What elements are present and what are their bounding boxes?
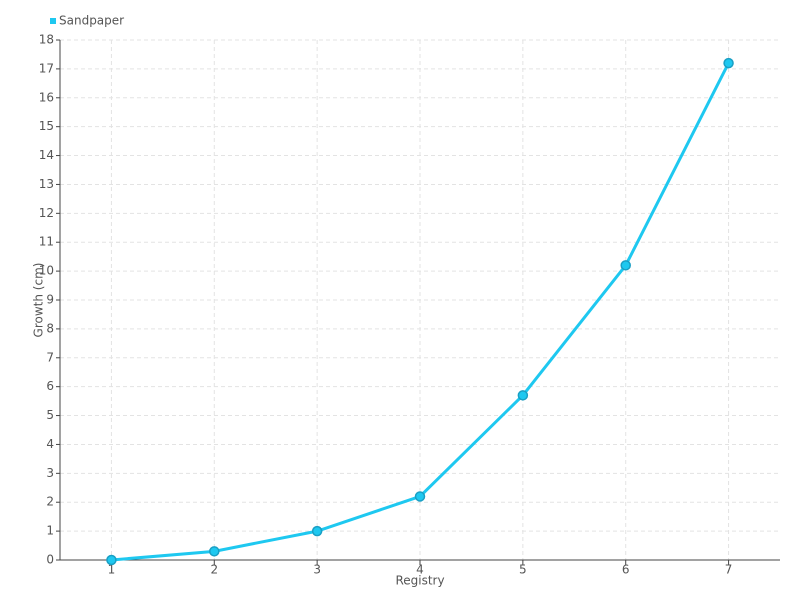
data-point: [106, 554, 117, 566]
x-tick-label: 2: [210, 563, 218, 577]
y-tick-label: 5: [46, 408, 54, 422]
y-tick-label: 18: [39, 33, 54, 47]
y-tick-label: 16: [39, 90, 54, 104]
legend-swatch: [50, 18, 56, 24]
data-point: [517, 390, 529, 401]
x-tick-label: 6: [622, 563, 630, 577]
y-tick-label: 0: [46, 553, 54, 567]
data-point: [311, 525, 323, 537]
x-tick-label: 4: [416, 563, 424, 577]
y-tick-label: 6: [46, 379, 54, 393]
y-tick-label: 17: [39, 61, 54, 75]
x-tick-label: 1: [108, 563, 116, 577]
y-tick-label: 8: [46, 321, 54, 335]
y-tick-label: 13: [39, 177, 54, 191]
y-tick-label: 3: [46, 466, 54, 480]
y-tick-label: 15: [39, 119, 54, 133]
y-tick-label: 7: [46, 350, 54, 364]
y-tick-label: 14: [39, 148, 54, 162]
y-tick-label: 1: [46, 524, 54, 538]
data-point: [723, 57, 734, 69]
y-tick-label: 9: [46, 293, 54, 307]
x-tick-label: 5: [519, 563, 527, 577]
y-tick-label: 12: [39, 206, 54, 220]
data-point: [209, 546, 220, 557]
y-tick-label: 4: [46, 437, 54, 451]
x-tick-label: 3: [313, 563, 321, 577]
data-point: [620, 260, 631, 271]
y-axis-label: Growth (cm): [32, 263, 46, 338]
legend-label: Sandpaper: [59, 14, 124, 28]
x-tick-label: 7: [725, 563, 733, 577]
series-line: [111, 62, 730, 562]
data-point: [414, 491, 426, 502]
y-tick-label: 10: [39, 264, 54, 278]
y-tick-label: 11: [39, 235, 54, 249]
x-axis-label: Registry: [395, 574, 444, 588]
y-tick-label: 2: [46, 495, 54, 509]
